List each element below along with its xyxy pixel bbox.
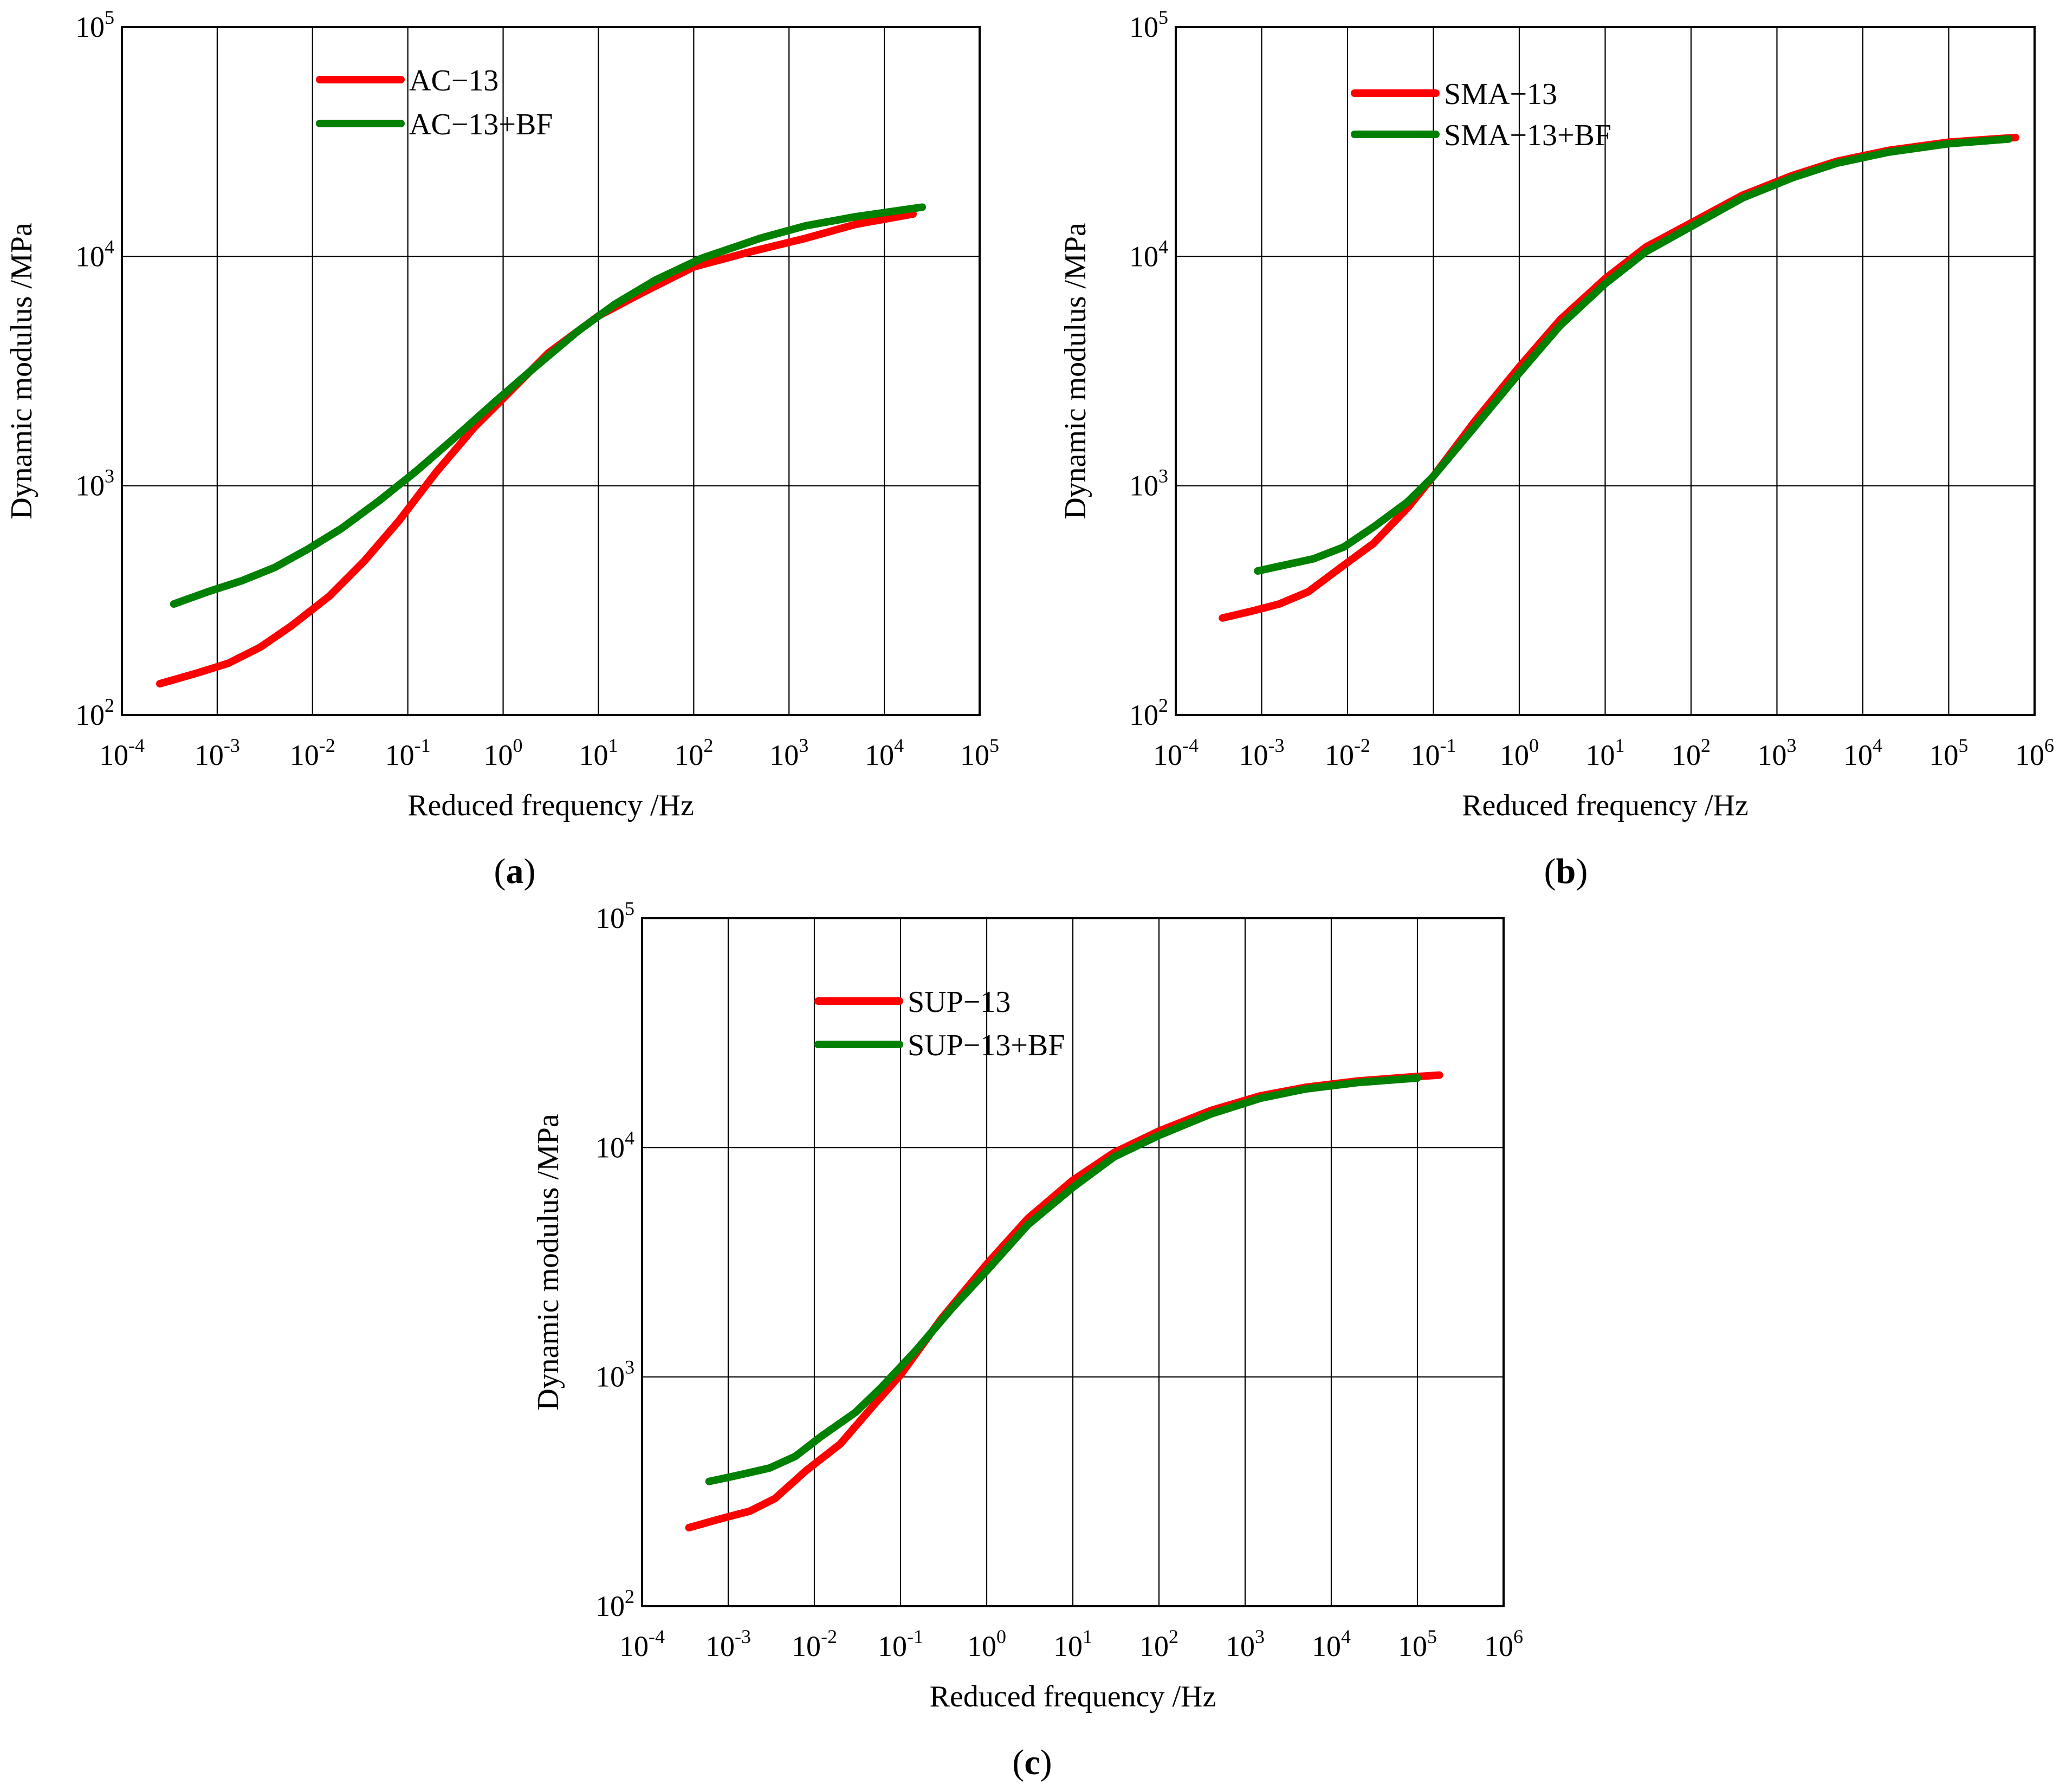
x-tick-label: 100: [967, 1626, 1006, 1663]
x-axis-title: Reduced frequency /Hz: [930, 1680, 1216, 1713]
legend-label: SMA−13+BF: [1444, 119, 1611, 152]
legend-label: AC−13+BF: [409, 108, 553, 141]
x-tick-label: 10-2: [1325, 735, 1370, 771]
x-axis-title: Reduced frequency /Hz: [407, 789, 694, 822]
x-tick-label: 105: [1398, 1626, 1437, 1663]
x-tick-label: 100: [1500, 735, 1539, 771]
y-tick-label: 103: [75, 465, 114, 502]
x-tick-label: 106: [1484, 1626, 1523, 1663]
chart-panel-a: 10-4 10-3 10-2 10-1 100 101 102 103 104 105 102 103…: [5, 7, 999, 891]
series-line-ac-13: [156, 210, 917, 688]
x-tick-label: 104: [865, 735, 904, 771]
plot-frame: [121, 26, 981, 716]
x-tick-label: 104: [1312, 1626, 1351, 1663]
series-line-sup-13-bf: [705, 1074, 1421, 1485]
y-tick-label: 102: [1129, 694, 1168, 731]
x-tick-label: 10-4: [1153, 735, 1199, 771]
y-tick-label: 103: [595, 1356, 634, 1393]
y-tick-label: 105: [75, 7, 114, 43]
x-tick-label: 101: [1586, 735, 1625, 771]
series-line-sma-13-bf: [1254, 135, 2013, 575]
plot-frame: [641, 917, 1505, 1607]
x-tick-label: 10-1: [878, 1626, 923, 1663]
x-tick-label: 10-2: [290, 735, 335, 771]
x-tick-label: 10-3: [1239, 735, 1285, 771]
y-axis-title: Dynamic modulus /MPa: [5, 223, 38, 520]
legend-label: SMA−13: [1444, 77, 1557, 111]
x-tick-label: 103: [769, 735, 808, 771]
x-tick-label: 105: [960, 735, 999, 771]
x-tick-label: 106: [2015, 735, 2054, 771]
y-axis-title: Dynamic modulus /MPa: [532, 1114, 565, 1411]
y-tick-label: 104: [75, 236, 114, 272]
x-tick-label: 10-1: [385, 735, 431, 771]
x-tick-label: 10-1: [1411, 735, 1456, 771]
x-tick-label: 10-4: [619, 1626, 665, 1663]
x-tick-label: 101: [1053, 1626, 1092, 1663]
y-tick-label: 102: [595, 1586, 634, 1622]
x-tick-label: 10-2: [792, 1626, 837, 1663]
panel-caption: (c): [1012, 1743, 1052, 1782]
x-tick-label: 102: [674, 735, 713, 771]
y-tick-label: 104: [595, 1127, 634, 1164]
y-tick-label: 104: [1129, 236, 1168, 272]
plot-frame: [1175, 26, 2036, 716]
y-axis-title: Dynamic modulus /MPa: [1059, 223, 1092, 520]
y-tick-label: 105: [1129, 7, 1168, 43]
x-tick-label: 105: [1929, 735, 1968, 771]
x-tick-label: 10-4: [99, 735, 145, 771]
y-tick-label: 105: [595, 898, 634, 934]
series-line-ac-13-bf: [170, 203, 927, 608]
x-tick-label: 100: [484, 735, 523, 771]
chart-panel-b: 10-4 10-3 10-2 10-1 100 101 102 103 104 105 106 102…: [1059, 7, 2054, 891]
legend-label: SUP−13: [908, 985, 1011, 1019]
chart-panel-c: 10-4 10-3 10-2 10-1 100 101 102 103 104 105 106 102…: [532, 898, 1523, 1782]
series-line-sup-13: [685, 1071, 1443, 1531]
y-tick-label: 102: [75, 694, 114, 731]
x-tick-label: 103: [1226, 1626, 1265, 1663]
y-tick-label: 103: [1129, 465, 1168, 502]
panel-caption: (a): [494, 852, 536, 891]
x-tick-label: 102: [1139, 1626, 1178, 1663]
x-tick-label: 10-3: [705, 1626, 751, 1663]
x-axis-title: Reduced frequency /Hz: [1462, 789, 1748, 822]
legend-label: SUP−13+BF: [908, 1029, 1065, 1062]
x-tick-label: 10-3: [195, 735, 240, 771]
x-tick-label: 101: [579, 735, 618, 771]
x-tick-label: 104: [1843, 735, 1882, 771]
x-tick-label: 103: [1758, 735, 1797, 771]
legend-label: AC−13: [409, 64, 498, 98]
x-tick-label: 102: [1672, 735, 1711, 771]
panel-caption: (b): [1544, 852, 1588, 891]
